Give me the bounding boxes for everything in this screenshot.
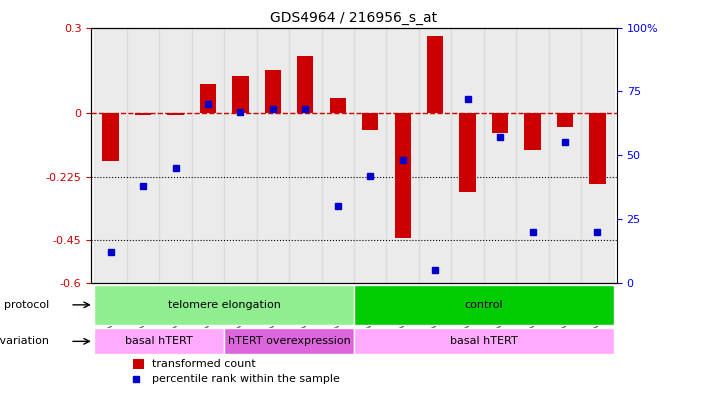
Bar (459, 113, 476, 192)
FancyBboxPatch shape (95, 285, 354, 325)
Bar (419, 28, 451, 283)
Bar (362, 113, 379, 130)
Bar (322, 28, 354, 283)
Bar (395, 113, 411, 237)
Bar (192, 28, 224, 283)
Text: control: control (465, 300, 503, 310)
Bar (549, 28, 581, 283)
Bar (257, 28, 289, 283)
Bar (127, 28, 159, 283)
FancyBboxPatch shape (354, 285, 613, 325)
Bar (297, 56, 313, 113)
Bar (492, 113, 508, 132)
Bar (135, 113, 151, 116)
Bar (386, 28, 419, 283)
Text: percentile rank within the sample: percentile rank within the sample (151, 374, 339, 384)
Bar (95, 28, 127, 283)
FancyBboxPatch shape (95, 328, 224, 354)
Bar (484, 28, 516, 283)
Bar (427, 36, 443, 113)
Bar (516, 28, 549, 283)
Bar (590, 113, 606, 184)
Title: GDS4964 / 216956_s_at: GDS4964 / 216956_s_at (271, 11, 437, 25)
Text: basal hTERT: basal hTERT (125, 336, 193, 346)
Bar (557, 113, 573, 127)
Bar (224, 28, 257, 283)
Text: genotype/variation: genotype/variation (0, 336, 49, 346)
FancyBboxPatch shape (354, 328, 613, 354)
Bar (159, 28, 192, 283)
Bar (329, 99, 346, 113)
Text: basal hTERT: basal hTERT (450, 336, 518, 346)
Bar (232, 76, 249, 113)
Text: transformed count: transformed count (151, 359, 255, 369)
Text: hTERT overexpression: hTERT overexpression (228, 336, 350, 346)
Bar (289, 28, 322, 283)
Bar (200, 84, 216, 113)
FancyBboxPatch shape (224, 328, 354, 354)
Bar (265, 70, 281, 113)
Text: protocol: protocol (4, 300, 49, 310)
Bar (581, 28, 613, 283)
Bar (354, 28, 386, 283)
Bar (102, 113, 118, 161)
Bar (133, 359, 144, 369)
Bar (168, 113, 184, 116)
Text: telomere elongation: telomere elongation (168, 300, 280, 310)
Bar (524, 113, 540, 150)
Bar (451, 28, 484, 283)
